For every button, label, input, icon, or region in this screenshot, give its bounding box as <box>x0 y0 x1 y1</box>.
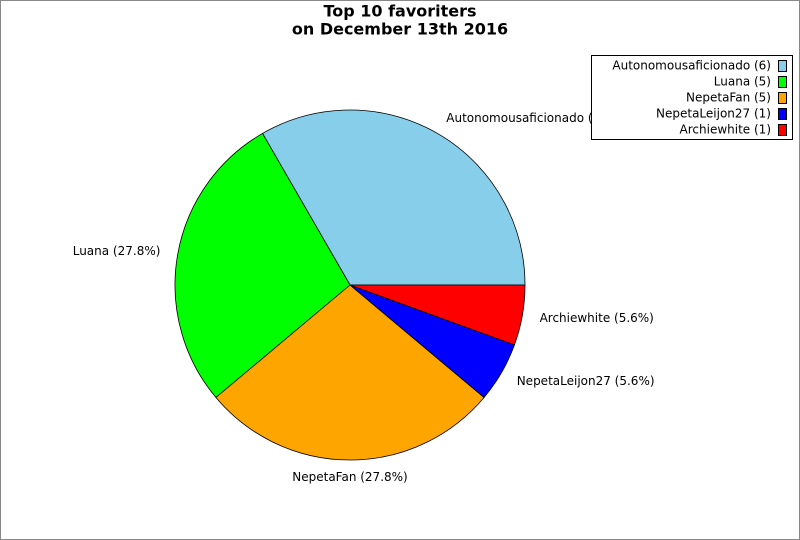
legend-label: Autonomousaficionado (6) <box>612 59 771 73</box>
legend-swatch <box>778 124 787 136</box>
chart-subtitle: on December 13th 2016 <box>292 20 508 39</box>
slice-label: NepetaLeijon27 (5.6%) <box>517 374 655 388</box>
legend-box <box>591 55 793 140</box>
legend-swatch <box>778 92 787 104</box>
pie-slice <box>261 109 526 286</box>
slice-label: NepetaFan (27.8%) <box>292 470 407 484</box>
slice-label: Luana (27.8%) <box>73 244 161 258</box>
chart-title: Top 10 favoriters <box>323 2 476 21</box>
legend-label: Luana (5) <box>714 75 771 89</box>
legend-swatch <box>778 60 787 72</box>
legend-label: NepetaLeijon27 (1) <box>656 107 771 121</box>
pie-slice <box>174 132 351 399</box>
pie-slice <box>215 284 485 461</box>
legend-swatch <box>778 108 787 120</box>
slice-label: Archiewhite (5.6%) <box>540 311 654 325</box>
legend-swatch <box>778 76 787 88</box>
slice-label: Autonomousaficionado (33.3%) <box>446 111 635 125</box>
legend-label: Archiewhite (1) <box>680 123 771 137</box>
pie-slice <box>349 284 526 346</box>
legend-label: NepetaFan (5) <box>686 91 771 105</box>
